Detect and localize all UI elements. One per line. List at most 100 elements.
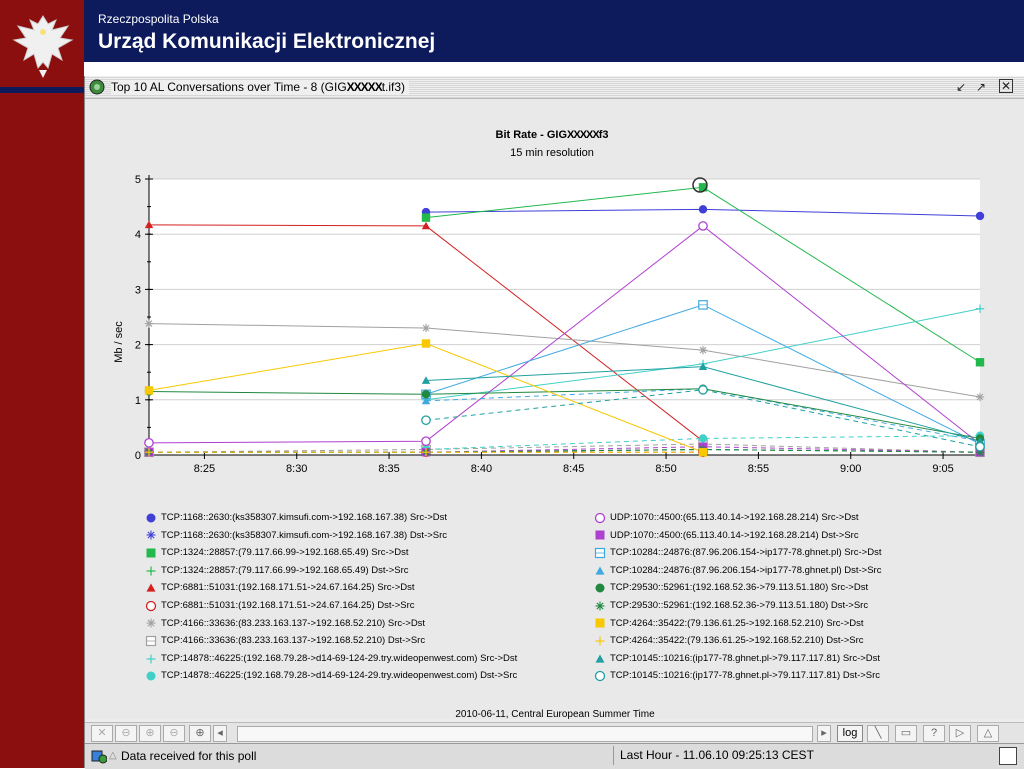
legend-label: TCP:10145::10216:(ip177-78.ghnet.pl->79.…: [610, 652, 881, 664]
legend-marker: [595, 618, 605, 628]
legend-label: TCP:29530::52961:(192.168.52.36->79.113.…: [610, 582, 869, 594]
legend-item: TCP:14878::46225:(192.168.79.28->d14-69-…: [145, 650, 517, 668]
data-point: [144, 319, 154, 328]
legend-label: TCP:10284::24876:(87.96.206.154->ip177-7…: [610, 564, 882, 576]
legend-item: TCP:29530::52961:(192.168.52.36->79.113.…: [594, 597, 881, 615]
legend-marker-icon: [146, 618, 156, 628]
data-point: [144, 220, 154, 229]
y-tick-label: 0: [135, 450, 141, 462]
legend-marker-icon: [595, 566, 605, 575]
chart-title: Bit Rate - GIGXXXXXf3: [496, 129, 609, 141]
legend-marker: [146, 548, 156, 558]
y-tick-label: 4: [135, 229, 141, 241]
data-point: [421, 448, 431, 457]
zoom-out-icon[interactable]: ⊖: [115, 725, 137, 742]
zoom-off-icon[interactable]: ✕: [91, 725, 113, 742]
x-tick-label: 8:40: [471, 463, 492, 475]
data-point: [421, 436, 431, 447]
data-point: [975, 211, 985, 221]
horizontal-scrollbar[interactable]: [237, 726, 813, 742]
site-header: Rzeczpospolita Polska Urząd Komunikacji …: [84, 0, 1024, 62]
legend-marker-icon: [594, 670, 606, 682]
legend-marker: [594, 547, 606, 559]
legend-label: TCP:10145::10216:(ip177-78.ghnet.pl->79.…: [610, 670, 881, 682]
data-point: [421, 213, 431, 222]
scroll-right-icon[interactable]: ▸: [817, 725, 831, 742]
legend-item: UDP:1070::4500:(65.113.40.14->192.168.28…: [594, 527, 881, 545]
log-scale-button[interactable]: log: [837, 725, 863, 742]
legend-marker: [146, 671, 156, 681]
legend-marker-icon: [146, 530, 156, 540]
x-tick-label: 8:30: [286, 463, 307, 475]
data-point: [421, 390, 431, 399]
scroll-left-icon[interactable]: ◂: [213, 725, 227, 742]
series-line: [148, 388, 981, 439]
legend-marker: [146, 583, 156, 592]
zoom-minus-icon[interactable]: ⊖: [163, 725, 185, 742]
eagle-emblem-icon: [12, 15, 74, 78]
data-point: [421, 339, 431, 348]
legend-label: TCP:6881::51031:(192.168.171.51->24.67.1…: [161, 599, 415, 611]
x-tick-label: 8:35: [378, 463, 399, 475]
legend-marker: [146, 654, 156, 664]
y-axis-label: Mb / sec: [113, 321, 125, 363]
series-line: [425, 435, 981, 450]
legend-column-left: TCP:1168::2630:(ks358307.kimsufi.com->19…: [145, 509, 517, 685]
legend-marker-icon: [145, 635, 157, 647]
legend-marker: [146, 513, 156, 523]
hover-highlight: [692, 177, 708, 193]
data-point: [975, 358, 985, 367]
data-point: [144, 386, 154, 395]
x-tick-label: 8:55: [748, 463, 769, 475]
print-icon[interactable]: △: [977, 725, 999, 742]
legend-marker: [146, 566, 156, 576]
legend-item: TCP:1324::28857:(79.117.66.99->192.168.6…: [145, 562, 517, 580]
legend-label: UDP:1070::4500:(65.113.40.14->192.168.28…: [610, 529, 859, 541]
legend-marker-icon: [595, 601, 605, 611]
legend-item: TCP:6881::51031:(192.168.171.51->24.67.1…: [145, 597, 517, 615]
table-view-icon[interactable]: ▭: [895, 725, 917, 742]
data-point: [421, 221, 431, 230]
status-message: Data received for this poll: [121, 749, 257, 763]
bit-rate-chart[interactable]: Bit Rate - GIGXXXXXf3 15 min resolution …: [85, 99, 1024, 499]
status-separator-icon: △: [109, 750, 117, 761]
x-tick-label: 8:25: [194, 463, 215, 475]
chart-toolbar: ✕ ⊖ ⊕ ⊖ ⊕ ◂ ▸ log ╲ ▭ ? ▷ △: [85, 722, 1024, 743]
x-tick-label: 9:05: [932, 463, 953, 475]
close-icon[interactable]: ✕: [999, 79, 1013, 93]
legend-marker-icon: [594, 512, 606, 523]
chart-grid: [149, 178, 980, 455]
app-icon: [89, 79, 105, 95]
export-icon[interactable]: ▷: [949, 725, 971, 742]
series-line: [148, 323, 981, 398]
zoom-in-icon[interactable]: ⊕: [139, 725, 161, 742]
legend-column-right: UDP:1070::4500:(65.113.40.14->192.168.28…: [594, 509, 881, 685]
data-point: [698, 434, 708, 443]
legend-label: TCP:4166::33636:(83.233.163.137->192.168…: [161, 635, 426, 647]
window-titlebar[interactable]: Top 10 AL Conversations over Time - 8 (G…: [85, 76, 1024, 99]
data-point: [698, 221, 708, 231]
maximize-icon[interactable]: ↗: [975, 80, 987, 94]
header-title: Urząd Komunikacji Elektronicznej: [98, 30, 436, 53]
legend-item: TCP:10145::10216:(ip177-78.ghnet.pl->79.…: [594, 650, 881, 668]
header-subtitle: Rzeczpospolita Polska: [98, 12, 219, 26]
minimize-icon[interactable]: ↙: [955, 80, 967, 94]
help-icon[interactable]: ?: [923, 725, 945, 742]
line-chart-icon[interactable]: ╲: [867, 725, 889, 742]
legend-marker: [146, 618, 156, 628]
legend-item: TCP:4264::35422:(79.136.61.25->192.168.5…: [594, 615, 881, 633]
data-point: [698, 385, 708, 395]
x-tick-label: 9:00: [840, 463, 861, 475]
legend-label: TCP:6881::51031:(192.168.171.51->24.67.1…: [161, 582, 415, 594]
legend-marker-icon: [595, 530, 605, 540]
y-tick-label: 3: [135, 284, 141, 296]
legend-label: TCP:1168::2630:(ks358307.kimsufi.com->19…: [161, 512, 448, 523]
legend-label: TCP:14878::46225:(192.168.79.28->d14-69-…: [161, 670, 518, 682]
legend-marker: [145, 600, 157, 611]
legend-marker-icon: [146, 583, 156, 592]
zoom-plus-icon[interactable]: ⊕: [189, 725, 211, 742]
data-point: [975, 441, 985, 452]
legend-label: UDP:1070::4500:(65.113.40.14->192.168.28…: [610, 512, 859, 523]
status-window-icon[interactable]: [999, 747, 1017, 765]
y-tick-label: 2: [135, 340, 141, 352]
